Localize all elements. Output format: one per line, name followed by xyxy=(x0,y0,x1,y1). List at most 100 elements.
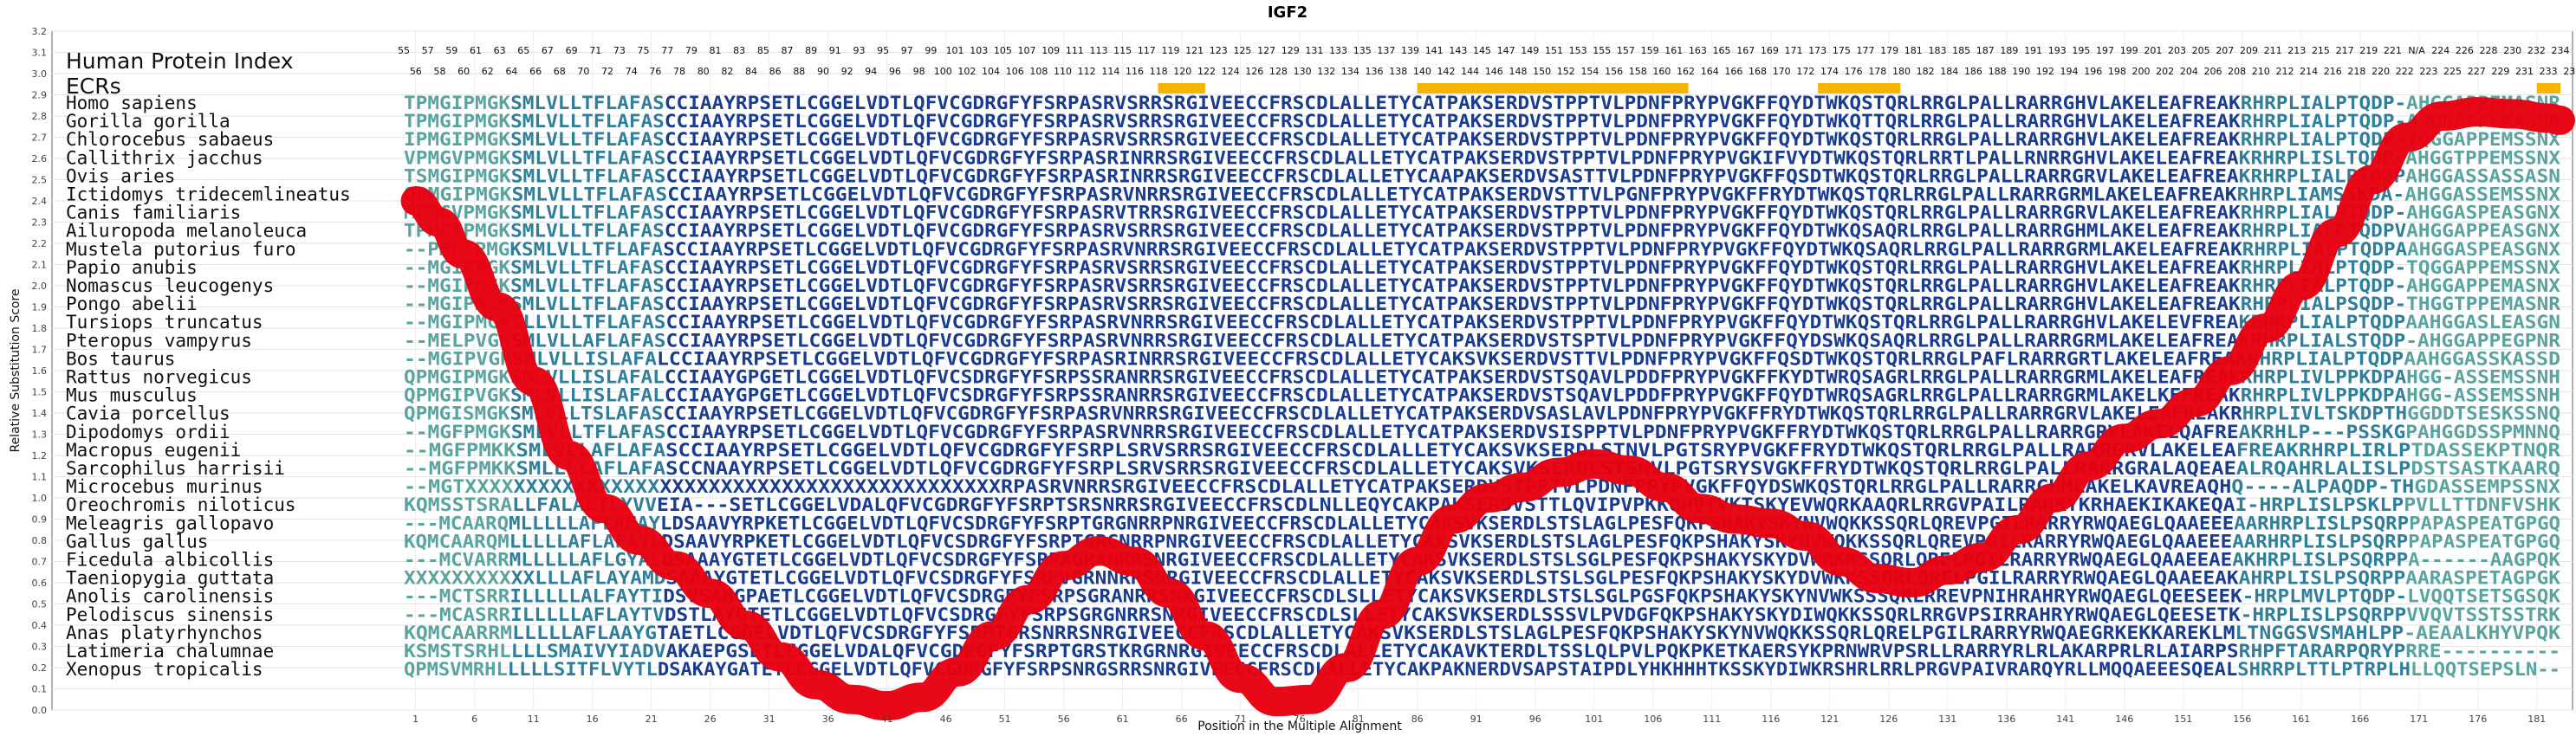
human-index-bottom: 168 xyxy=(1749,66,1767,77)
human-index-top: 228 xyxy=(2480,45,2498,56)
substitution-point xyxy=(2406,136,2409,139)
human-index-bottom: 235 xyxy=(2563,66,2576,77)
human-index-bottom: 102 xyxy=(957,66,976,77)
human-index-top: 155 xyxy=(1593,45,1611,56)
human-index-top: 234 xyxy=(2552,45,2570,56)
species-name: Sarcophilus harrisii xyxy=(66,458,285,479)
substitution-point xyxy=(1911,582,1913,584)
sequence-segment: PVLLTTDNFVSHK xyxy=(2404,494,2560,515)
sequence-segment: AHGGTPPEMSSNX xyxy=(2405,147,2560,168)
substitution-point xyxy=(744,624,747,626)
substitution-point xyxy=(1416,560,1418,563)
substitution-point xyxy=(886,705,888,707)
sequence-segment: KSMSTSRHL xyxy=(404,641,511,662)
human-index-top: 219 xyxy=(2359,45,2378,56)
human-index-bottom: 84 xyxy=(745,66,757,77)
sequence-segment: CCIAAYRPSETLCGGELVDTLQFVCGDRGFYFSRPASRVS… xyxy=(665,93,2241,113)
substitution-point xyxy=(850,698,853,700)
human-index-bottom: 174 xyxy=(1820,66,1839,77)
sequence-segment: AAHGGASSKASSD xyxy=(2404,348,2560,369)
y-tick-label: 0.9 xyxy=(32,514,48,526)
substitution-point xyxy=(1169,592,1171,595)
sequence-segment: AHGGASPEASGNX xyxy=(2406,203,2560,223)
species-name: Mustela putorius furo xyxy=(66,239,296,260)
species-name: Bos taurus xyxy=(66,348,175,369)
substitution-point xyxy=(1982,556,1984,558)
human-index-top: 197 xyxy=(2096,45,2114,56)
substitution-point xyxy=(992,635,995,637)
human-index-bottom: 229 xyxy=(2491,66,2509,77)
substitution-point xyxy=(568,455,570,456)
substitution-point xyxy=(1664,486,1666,488)
sequence-segment: ---MCASRR xyxy=(404,604,510,625)
sequence-segment: QPMGISMGK xyxy=(404,404,510,424)
human-index-bottom: 92 xyxy=(841,66,853,77)
sequence-segment: CCIAAYRPSETLCGGELVDTLQFVCGDRGFYFSRPASRVS… xyxy=(665,275,2241,296)
sequence-segment: SMLVLLTFLAFAS xyxy=(510,221,665,242)
y-tick-label: 2.0 xyxy=(32,281,48,292)
species-sequence: KQMCAARRM LLLLLAFLAAYG TAETLCGGELVDTLQFVCS… xyxy=(404,623,2560,643)
sequence-segment: LLLLSITFLVYTL xyxy=(508,659,658,680)
human-index-top: 111 xyxy=(1066,45,1084,56)
y-tick-label: 0.8 xyxy=(32,535,48,546)
y-tick-label: 2.7 xyxy=(32,132,48,144)
substitution-curve xyxy=(400,97,2575,721)
sequence-segment: THGGTPPEMASNR xyxy=(2406,294,2560,314)
substitution-point xyxy=(1239,677,1242,680)
human-index-top: 175 xyxy=(1833,45,1851,56)
species-name: Anas platyrhynchos xyxy=(66,623,263,643)
sequence-segment: --MGFPMKK xyxy=(404,458,516,479)
sequence-segment: LLLLLAFLAAYG xyxy=(512,623,657,643)
sequence-segment: AHGGASSASSASN xyxy=(2405,165,2560,186)
sequence-segment: HGG-ASSEMSSNH xyxy=(2406,367,2560,388)
y-tick-label: 2.1 xyxy=(32,260,48,271)
x-tick-label: 126 xyxy=(1879,713,1898,725)
x-tick-label: 26 xyxy=(704,713,717,725)
x-tick-label: 141 xyxy=(2056,713,2074,725)
x-tick-label: 56 xyxy=(1058,713,1070,725)
sequence-segment: CCIAAYGPGETLCGGELVDTLQFVCSDRGFYFSRPSSRAN… xyxy=(665,385,2241,406)
human-index-top: 173 xyxy=(1808,45,1827,56)
substitution-point xyxy=(2560,119,2561,121)
sequence-segment: KQMCAARRM xyxy=(404,623,512,643)
species-name: Xenopus tropicalis xyxy=(66,659,263,680)
ecrs-label: ECRs xyxy=(66,74,121,99)
substitution-point xyxy=(1557,471,1560,474)
sequence-segment: HRPLIVLTSKDPTH xyxy=(2242,404,2407,424)
human-index-bottom: 231 xyxy=(2515,66,2534,77)
human-index-top: 145 xyxy=(1473,45,1491,56)
sequence-segment: SCCNAAYRPSETLCGGELVDTLQFVCGDRGFYFSRPLSRV… xyxy=(665,458,2236,479)
x-tick-label: 81 xyxy=(1353,713,1365,725)
substitution-point xyxy=(414,200,417,202)
human-index-top: 135 xyxy=(1353,45,1372,56)
species-name: Macropus eugenii xyxy=(66,440,241,461)
human-index-top: 181 xyxy=(1904,45,1923,56)
human-index-top: 119 xyxy=(1161,45,1179,56)
sequence-segment: DSAKAYGATETLCGGELVDTLQFVCGDRGFYFSRPSNRGS… xyxy=(658,659,2237,680)
x-tick-label: 181 xyxy=(2527,713,2546,725)
y-tick-label: 2.8 xyxy=(32,111,48,122)
x-tick-label: 101 xyxy=(1585,713,1603,725)
human-index-top: 163 xyxy=(1689,45,1707,56)
sequence-segment: SMLVLLTFLAFAS xyxy=(510,111,665,132)
species-sequence: --MELPVGK SMLVLLAFLAFAS CCIAAYRPSETLCGGELV… xyxy=(404,330,2560,351)
human-index-bottom: 116 xyxy=(1126,66,1144,77)
human-index-top: 83 xyxy=(733,45,745,56)
human-index-top: 73 xyxy=(613,45,626,56)
human-index-bottom: 120 xyxy=(1173,66,1191,77)
y-tick-label: 2.6 xyxy=(32,153,48,165)
substitution-point xyxy=(2053,497,2055,499)
human-index-top: 179 xyxy=(1880,45,1898,56)
human-index-top: 101 xyxy=(946,45,964,56)
human-index-top: 147 xyxy=(1497,45,1515,56)
substitution-point xyxy=(2123,437,2125,440)
x-tick-label: 171 xyxy=(2410,713,2428,725)
sequence-segment: CCIAAYRPSETLCGGELVDTLQFVCGDRGFYFSRPASRVS… xyxy=(665,221,2241,242)
sequence-segment: QPMGIPVGK xyxy=(404,385,510,406)
x-tick-label: 136 xyxy=(1997,713,2015,725)
substitution-point xyxy=(532,380,535,383)
substitution-point xyxy=(2017,528,2020,531)
human-index-top: 232 xyxy=(2527,45,2546,56)
human-index-bottom: 90 xyxy=(817,66,829,77)
y-tick-label: 3.2 xyxy=(32,26,48,37)
